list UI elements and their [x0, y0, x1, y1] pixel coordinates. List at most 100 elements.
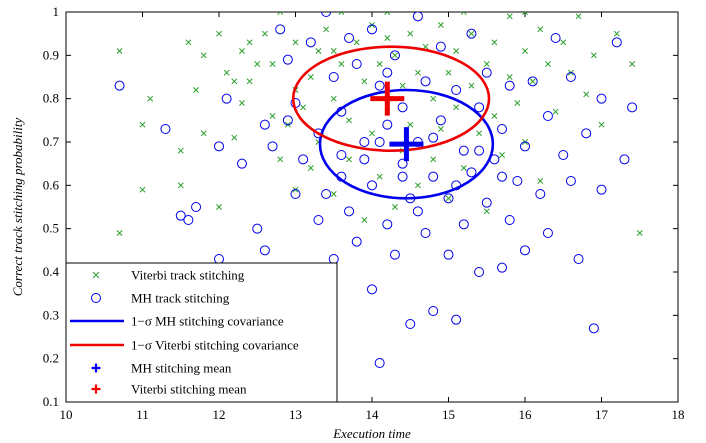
data-point-circle [497, 124, 508, 134]
legend: Viterbi track stitching MH track stitchin… [65, 262, 338, 403]
data-point-circle [290, 189, 301, 199]
data-point-circle [305, 37, 316, 48]
data-point-circle [558, 150, 569, 160]
data-point-circle [382, 219, 393, 230]
data-point-circle [428, 306, 439, 316]
x-tick-label: 11 [136, 407, 149, 422]
data-point-circle [267, 141, 278, 152]
data-point-x [231, 78, 238, 85]
data-point-x [216, 30, 222, 37]
y-tick-label: 0.3 [43, 307, 59, 322]
data-point-circle [481, 67, 492, 78]
data-point-x [491, 39, 498, 46]
data-point-x [399, 82, 406, 89]
data-point-x [460, 12, 467, 15]
data-point-x [514, 100, 521, 106]
legend-label: Viterbi stitching mean [131, 382, 247, 397]
data-point-circle [397, 158, 408, 169]
data-point-circle [451, 85, 462, 95]
x-tick-label: 13 [289, 407, 302, 422]
data-point-circle [611, 37, 622, 48]
legend-label: MH stitching mean [131, 361, 232, 376]
data-point-x [391, 52, 398, 59]
legend-circle-swatch [91, 293, 101, 303]
data-point-x [414, 182, 421, 189]
data-point-x [483, 208, 490, 215]
data-point-x [193, 87, 200, 93]
data-point-circle [214, 141, 224, 152]
data-point-x [391, 204, 398, 210]
data-point-x [537, 26, 544, 33]
covariance-ellipse-3 [291, 45, 491, 152]
y-axis-label: Correct track stitching probability [10, 118, 25, 297]
x-tick-label: 10 [60, 407, 73, 422]
data-point-x [277, 156, 284, 163]
data-point-x [185, 39, 192, 46]
data-point-x [522, 12, 528, 15]
data-point-circle [374, 358, 385, 368]
data-point-circle [236, 158, 247, 169]
data-point-x [499, 152, 506, 158]
data-point-circle [321, 189, 332, 199]
data-point-circle [336, 150, 347, 160]
x-tick-label: 16 [519, 407, 533, 422]
data-point-circle [497, 262, 508, 273]
data-point-circle [351, 59, 362, 69]
data-point-circle [397, 171, 408, 182]
data-point-circle [428, 171, 439, 182]
data-point-x [636, 230, 643, 236]
x-tick-label: 15 [442, 407, 455, 422]
data-point-x [223, 69, 230, 76]
data-point-x [544, 61, 551, 67]
data-point-x [376, 61, 383, 67]
data-point-x [430, 156, 437, 163]
data-point-circle [275, 24, 286, 35]
data-point-x [238, 100, 245, 106]
data-point-circle [550, 33, 561, 43]
data-point-circle [367, 284, 377, 295]
data-point-x [445, 195, 452, 202]
data-point-x [468, 82, 475, 89]
data-point-circle [420, 228, 431, 238]
data-point-circle [443, 249, 454, 260]
data-point-circle [344, 33, 355, 43]
data-point-x [491, 113, 498, 119]
data-point-circle [374, 80, 385, 91]
data-point-x [369, 130, 375, 137]
data-point-x [338, 12, 345, 15]
data-point-x [453, 48, 460, 54]
data-point-circle [114, 80, 125, 91]
data-point-circle [221, 93, 232, 104]
data-point-circle [588, 323, 599, 334]
data-point-circle [382, 67, 393, 78]
data-point-circle [565, 176, 576, 186]
data-point-circle [367, 24, 377, 35]
data-point-x [200, 130, 207, 137]
data-point-x [598, 121, 605, 128]
data-point-x [254, 61, 261, 67]
data-point-x [430, 95, 437, 102]
data-point-circle [183, 215, 194, 225]
data-point-x [483, 61, 490, 67]
mean-marker [370, 81, 405, 116]
data-point-x [177, 147, 184, 154]
data-point-x [460, 165, 467, 171]
data-point-x [407, 121, 414, 128]
data-point-circle [382, 119, 393, 130]
legend-box [65, 262, 338, 403]
data-point-x [330, 95, 337, 102]
data-point-x [361, 78, 368, 85]
data-point-x [522, 48, 528, 54]
data-point-x [231, 134, 238, 141]
data-point-x [453, 104, 460, 111]
y-tick-label: 0.4 [43, 264, 60, 279]
data-point-x [529, 78, 536, 85]
data-point-x [139, 186, 146, 193]
data-point-x [338, 61, 345, 67]
data-point-circle [313, 215, 324, 225]
y-axis: 0.1 0.2 0.3 0.4 0.5 0.6 0.7 0.8 0.9 1 [43, 4, 678, 409]
data-point-x [292, 39, 299, 46]
data-point-x [346, 156, 353, 163]
data-point-circle [474, 102, 485, 113]
data-point-x [147, 95, 154, 102]
